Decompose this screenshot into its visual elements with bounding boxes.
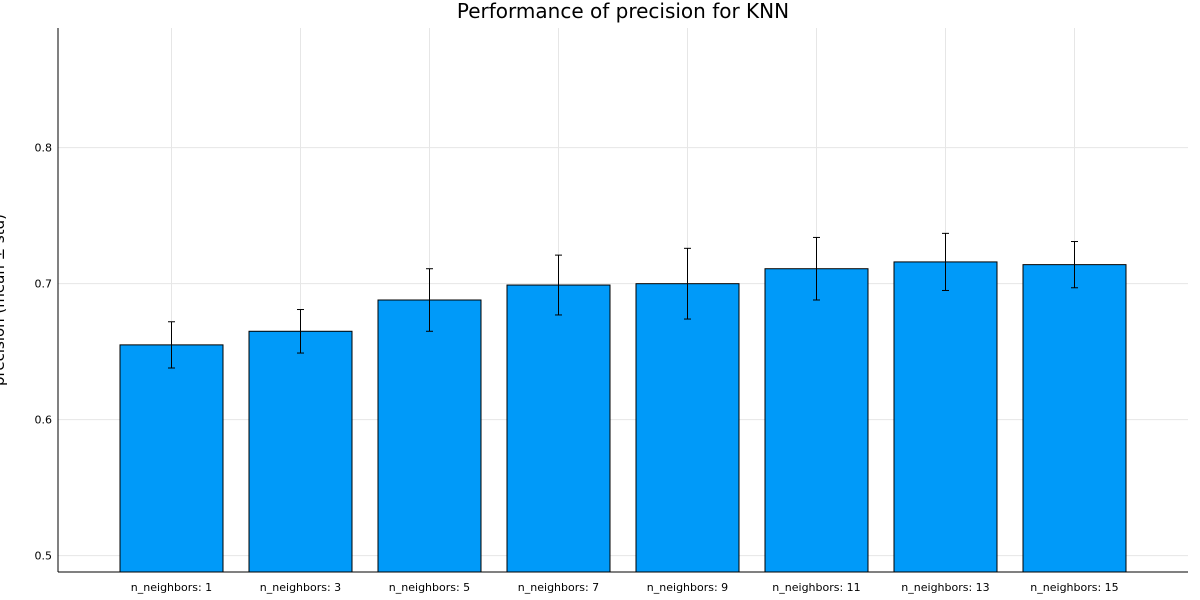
y-tick-label: 0.7 (35, 278, 53, 291)
grid (58, 28, 1188, 572)
bar (764, 268, 869, 573)
x-tick-label: n_neighbors: 5 (389, 581, 470, 594)
bar (377, 299, 482, 573)
x-tick-label: n_neighbors: 13 (901, 581, 989, 594)
x-tick-label: n_neighbors: 9 (647, 581, 728, 594)
x-tick-label: n_neighbors: 15 (1030, 581, 1118, 594)
bar (1022, 264, 1127, 573)
bar (119, 344, 224, 573)
x-tick-label: n_neighbors: 3 (260, 581, 341, 594)
x-tick-label: n_neighbors: 11 (772, 581, 860, 594)
y-tick-label: 0.8 (35, 142, 53, 155)
bar (635, 283, 740, 573)
chart-title: Performance of precision for KNN (457, 0, 789, 23)
y-tick-label: 0.5 (35, 550, 53, 563)
bar (248, 330, 353, 573)
y-ticks: 0.5 0.6 0.7 0.8 (35, 142, 53, 563)
x-tick-label: n_neighbors: 1 (131, 581, 212, 594)
bar (506, 284, 611, 573)
x-ticks: n_neighbors: 1 n_neighbors: 3 n_neighbors:… (131, 581, 1119, 594)
bar (893, 261, 998, 573)
bars (119, 261, 1127, 573)
axes (57, 28, 1188, 573)
x-tick-label: n_neighbors: 7 (518, 581, 599, 594)
y-tick-label: 0.6 (35, 414, 53, 427)
y-axis-title: precision (mean ± std) (0, 214, 8, 386)
error-bars (168, 232, 1078, 369)
